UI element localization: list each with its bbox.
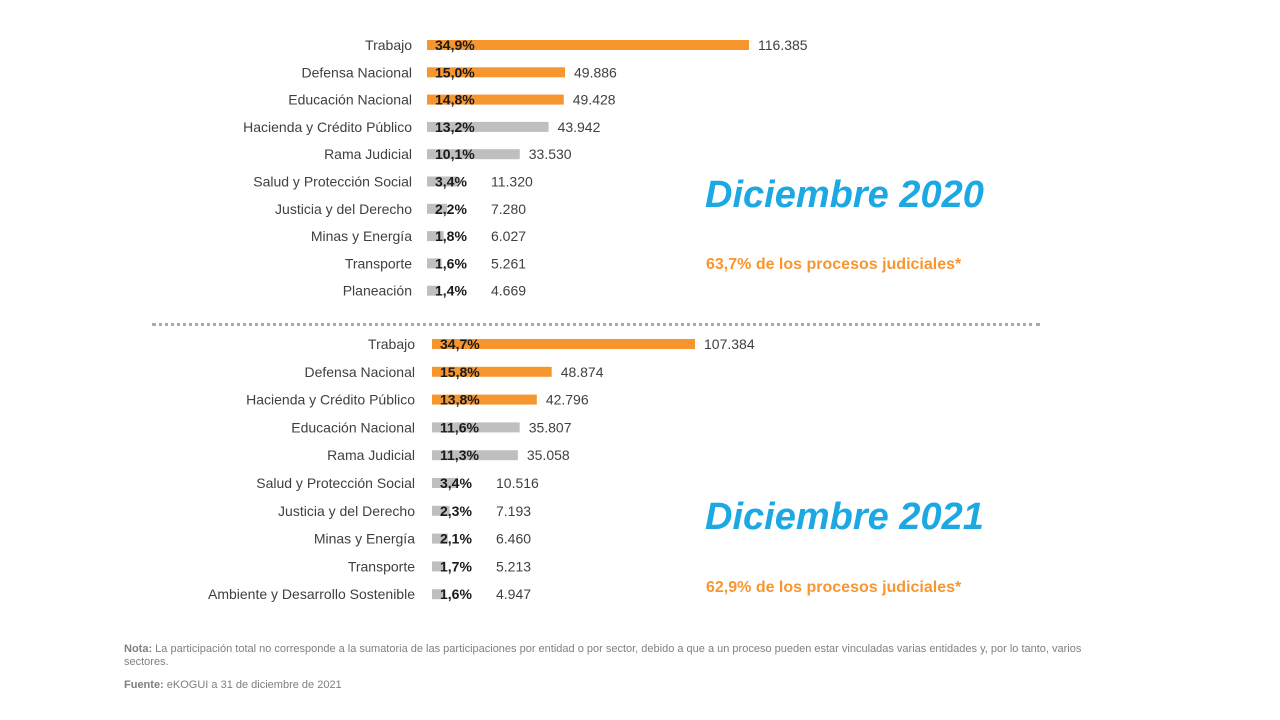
bar xyxy=(432,422,520,433)
value-label: 4.947 xyxy=(496,586,531,602)
percent-label: 1,8% xyxy=(435,228,467,244)
source-label: Fuente: xyxy=(124,679,164,691)
bar xyxy=(427,203,448,214)
category-label: Educación Nacional xyxy=(288,92,412,108)
bar xyxy=(427,94,564,105)
bar xyxy=(432,366,552,377)
panel-2020-subtitle: 63,7% de los procesos judiciales* xyxy=(706,256,962,273)
category-label: Justicia y del Derecho xyxy=(278,503,415,519)
category-label: Trabajo xyxy=(365,37,412,53)
bar xyxy=(427,285,440,296)
value-label: 43.942 xyxy=(558,119,601,135)
value-label: 6.027 xyxy=(491,228,526,244)
bar xyxy=(432,561,445,572)
percent-label: 11,6% xyxy=(440,419,479,435)
bar xyxy=(432,505,450,516)
percent-label: 1,7% xyxy=(440,558,472,574)
note-label: Nota: xyxy=(124,643,153,655)
category-label: Rama Judicial xyxy=(327,447,415,463)
percent-label: 13,8% xyxy=(440,392,480,408)
percent-label: 10,1% xyxy=(435,146,475,162)
category-label: Transporte xyxy=(345,255,412,271)
category-label: Ambiente y Desarrollo Sostenible xyxy=(208,586,415,602)
value-label: 33.530 xyxy=(529,146,572,162)
bar xyxy=(432,589,445,600)
value-label: 35.807 xyxy=(529,419,572,435)
bar xyxy=(427,149,520,160)
percent-label: 15,0% xyxy=(435,64,475,80)
note-text: Nota: La participación total no correspo… xyxy=(124,643,1084,669)
value-label: 49.428 xyxy=(573,92,616,108)
percent-label: 2,1% xyxy=(440,531,472,547)
percent-label: 34,9% xyxy=(435,37,475,53)
category-label: Hacienda y Crédito Público xyxy=(246,392,415,408)
category-label: Justicia y del Derecho xyxy=(275,201,412,217)
note-body: La participación total no corresponde a … xyxy=(124,643,1082,668)
bar xyxy=(432,478,458,488)
category-label: Salud y Protección Social xyxy=(256,475,415,491)
percent-label: 1,4% xyxy=(435,283,467,299)
value-label: 5.261 xyxy=(491,255,526,271)
bar xyxy=(427,176,459,187)
value-label: 107.384 xyxy=(704,336,755,352)
percent-label: 13,2% xyxy=(435,119,475,135)
category-label: Educación Nacional xyxy=(291,419,415,435)
category-label: Minas y Energía xyxy=(314,531,415,547)
bar xyxy=(432,450,518,461)
value-label: 48.874 xyxy=(561,364,604,380)
category-label: Salud y Protección Social xyxy=(253,174,412,190)
value-label: 49.886 xyxy=(574,64,617,80)
panel-2020-title: Diciembre 2020 xyxy=(705,174,984,216)
percent-label: 1,6% xyxy=(440,586,472,602)
value-label: 7.280 xyxy=(491,201,526,217)
value-label: 5.213 xyxy=(496,558,531,574)
source-body: eKOGUI a 31 de diciembre de 2021 xyxy=(163,679,342,691)
panel-2021-subtitle: 62,9% de los procesos judiciales* xyxy=(706,579,962,596)
percent-label: 1,6% xyxy=(435,255,467,271)
category-label: Planeación xyxy=(343,283,412,299)
bar xyxy=(432,339,695,349)
category-label: Hacienda y Crédito Público xyxy=(243,119,412,135)
value-label: 4.669 xyxy=(491,283,526,299)
percent-label: 15,8% xyxy=(440,364,480,380)
chart-panel-2021: Trabajo 34,7% 107.384 Defensa Nacional 15,8%… xyxy=(208,336,755,602)
value-label: 10.516 xyxy=(496,475,539,491)
value-label: 11.320 xyxy=(491,174,533,190)
value-label: 6.460 xyxy=(496,531,531,547)
bar xyxy=(427,67,566,78)
value-label: 7.193 xyxy=(496,503,531,519)
source-text: Fuente: eKOGUI a 31 de diciembre de 2021 xyxy=(124,679,1084,692)
category-label: Defensa Nacional xyxy=(304,364,415,380)
panel-2021-title: Diciembre 2021 xyxy=(705,496,984,538)
category-label: Minas y Energía xyxy=(311,228,412,244)
category-label: Defensa Nacional xyxy=(301,64,412,80)
value-label: 116.385 xyxy=(758,37,808,53)
value-label: 42.796 xyxy=(546,392,589,408)
dotted-divider xyxy=(152,323,1040,326)
category-label: Rama Judicial xyxy=(324,146,412,162)
bar xyxy=(432,394,537,405)
value-label: 35.058 xyxy=(527,447,570,463)
category-label: Transporte xyxy=(348,558,415,574)
bar xyxy=(427,121,549,132)
percent-label: 14,8% xyxy=(435,92,475,108)
bar xyxy=(427,40,749,50)
bar xyxy=(432,533,448,544)
chart-panel-2020: Trabajo 34,9% 116.385 Defensa Nacional 15,0%… xyxy=(243,37,808,299)
bar xyxy=(427,258,442,269)
percent-label: 2,2% xyxy=(435,201,467,217)
percent-label: 3,4% xyxy=(435,174,467,190)
percent-label: 2,3% xyxy=(440,503,472,519)
bar xyxy=(427,231,444,242)
percent-label: 3,4% xyxy=(440,475,472,491)
category-label: Trabajo xyxy=(368,336,415,352)
percent-label: 11,3% xyxy=(440,447,479,463)
percent-label: 34,7% xyxy=(440,336,480,352)
